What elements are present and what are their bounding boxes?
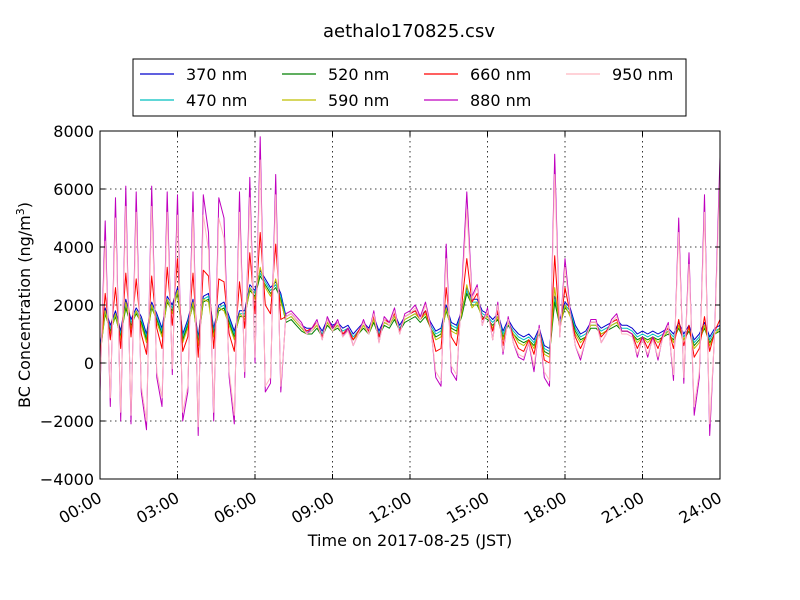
x-tick-label: 21:00 [598,488,647,528]
x-tick-label: 03:00 [133,488,182,528]
series-line-590-nm [99,266,721,358]
series-line-950-nm [99,159,721,428]
legend-label: 470 nm [186,91,247,110]
y-tick-label: −2000 [40,412,94,431]
legend-label: 370 nm [186,65,247,84]
x-tick-label: 12:00 [366,488,415,528]
legend-label: 520 nm [328,65,389,84]
legend-label: 880 nm [470,91,531,110]
axis-ticks [99,130,721,480]
y-tick-label: 0 [84,354,94,373]
legend-label: 660 nm [470,65,531,84]
legend-label: 950 nm [612,65,673,84]
series-line-880-nm [99,136,721,436]
gridlines [100,131,720,479]
y-tick-label: 2000 [53,296,94,315]
y-axis-label-main: BC Concentration (ng/m [15,215,34,408]
y-axis-label-sup: 3 [14,208,27,215]
y-tick-label: 6000 [53,180,94,199]
legend-entry: 590 nm [282,91,389,110]
legend-box [132,58,687,117]
legend-entry: 520 nm [282,65,389,84]
legend-entry: 880 nm [424,91,531,110]
series-line-520-nm [99,275,721,355]
x-tick-label: 15:00 [443,488,492,528]
x-axis-label: Time on 2017-08-25 (JST) [307,531,512,550]
chart-title: aethalo170825.csv [323,21,495,42]
y-tick-labels: −4000 −2000 0 2000 4000 6000 8000 [40,122,94,489]
legend-entry: 370 nm [140,65,247,84]
y-axis-label-close: ) [15,202,34,208]
y-tick-label: 4000 [53,238,94,257]
legend-entry: 950 nm [566,65,673,84]
y-tick-label: 8000 [53,122,94,141]
y-tick-label: −4000 [40,470,94,489]
x-tick-label: 06:00 [211,488,260,528]
x-tick-label: 24:00 [676,488,725,528]
x-tick-labels: 00:00 03:00 06:00 09:00 12:00 15:00 18:00 21:00… [56,488,725,528]
legend-entry: 470 nm [140,91,247,110]
series-layer [99,136,721,436]
y-axis-label: BC Concentration (ng/m3) [14,202,34,408]
legend-label: 590 nm [328,91,389,110]
x-tick-label: 00:00 [56,488,105,528]
x-tick-label: 09:00 [288,488,337,528]
x-tick-label: 18:00 [521,488,570,528]
legend: 370 nm 470 nm 520 nm 590 nm 660 nm 880 nm 950 … [132,58,687,117]
legend-entry: 660 nm [424,65,531,84]
